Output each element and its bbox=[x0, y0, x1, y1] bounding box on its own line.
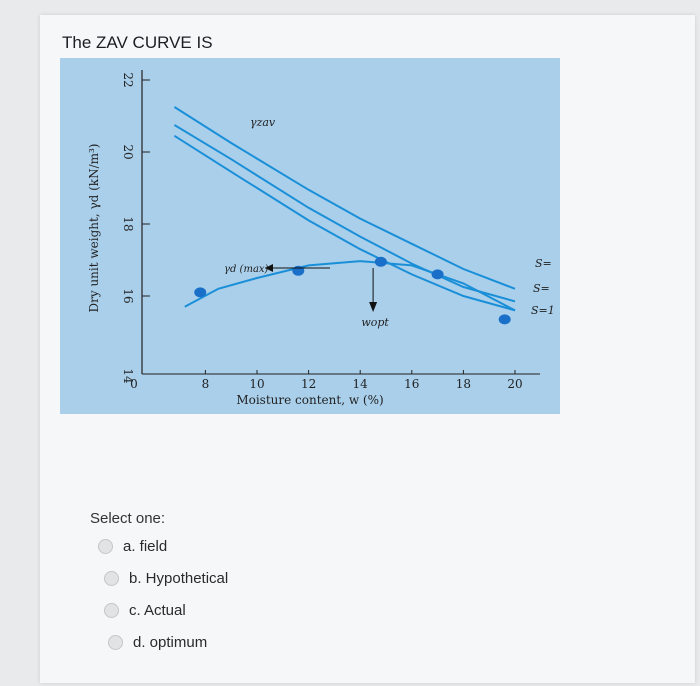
opt-label: wopt bbox=[361, 316, 389, 329]
x-tick-label: 8 bbox=[202, 377, 210, 391]
x-tick-label: 16 bbox=[404, 377, 419, 391]
option-b[interactable]: b. Hypothetical bbox=[104, 570, 228, 587]
s-label: S= bbox=[535, 257, 552, 270]
option-c-label: c. Actual bbox=[129, 602, 186, 619]
s-label: S= bbox=[533, 282, 550, 295]
question-title: The ZAV CURVE IS bbox=[62, 33, 213, 52]
option-a[interactable]: a. field bbox=[98, 538, 167, 555]
x-tick-label: 14 bbox=[353, 377, 369, 391]
s-line-3 bbox=[173, 134, 516, 312]
x-axis-label: Moisture content, w (%) bbox=[236, 393, 383, 407]
max-label: γd (max) bbox=[224, 264, 269, 275]
y-tick-label: 18 bbox=[121, 216, 135, 231]
option-c[interactable]: c. Actual bbox=[104, 602, 186, 619]
y-tick-label: 16 bbox=[121, 288, 135, 303]
select-one-label: Select one: bbox=[90, 510, 166, 527]
option-b-label: b. Hypothetical bbox=[129, 570, 229, 587]
option-d-label: d. optimum bbox=[133, 634, 208, 651]
chart-background bbox=[60, 58, 560, 414]
compaction-curve bbox=[184, 260, 516, 312]
s-label: S=1 bbox=[531, 304, 555, 317]
x-tick-label: 12 bbox=[301, 377, 316, 391]
data-point bbox=[194, 287, 207, 298]
y-axis-label: Dry unit weight, γd (kN/m³) bbox=[87, 144, 101, 313]
radio-a[interactable] bbox=[98, 539, 113, 554]
y-tick-label: 20 bbox=[121, 144, 135, 159]
option-a-label: a. field bbox=[123, 538, 168, 555]
max-arrow-head bbox=[265, 264, 273, 272]
radio-c[interactable] bbox=[104, 603, 119, 618]
y-tick-label: 22 bbox=[121, 72, 135, 87]
zav-label: γzav bbox=[250, 116, 276, 129]
radio-d[interactable] bbox=[108, 635, 123, 650]
radio-b[interactable] bbox=[104, 571, 119, 586]
s-line-2 bbox=[173, 124, 516, 303]
option-d[interactable]: d. optimum bbox=[108, 634, 207, 651]
x-tick-label: 20 bbox=[507, 377, 522, 391]
x-tick-label: 0 bbox=[130, 377, 138, 391]
x-tick-label: 10 bbox=[249, 377, 264, 391]
x-tick-label: 18 bbox=[456, 377, 471, 391]
compaction-chart: 14 16 18 20 22 0 8 10 12 14 16 18 20 Moisture content… bbox=[60, 58, 560, 414]
data-point bbox=[374, 256, 387, 267]
data-point bbox=[431, 269, 444, 280]
data-point bbox=[292, 265, 305, 276]
zav-line bbox=[173, 106, 516, 290]
opt-arrow-head bbox=[369, 302, 378, 312]
y-tick-label: 14 bbox=[121, 368, 135, 384]
compaction-chart-figure: 14 16 18 20 22 0 8 10 12 14 16 18 20 Moisture content… bbox=[60, 58, 560, 414]
data-point bbox=[498, 314, 511, 325]
